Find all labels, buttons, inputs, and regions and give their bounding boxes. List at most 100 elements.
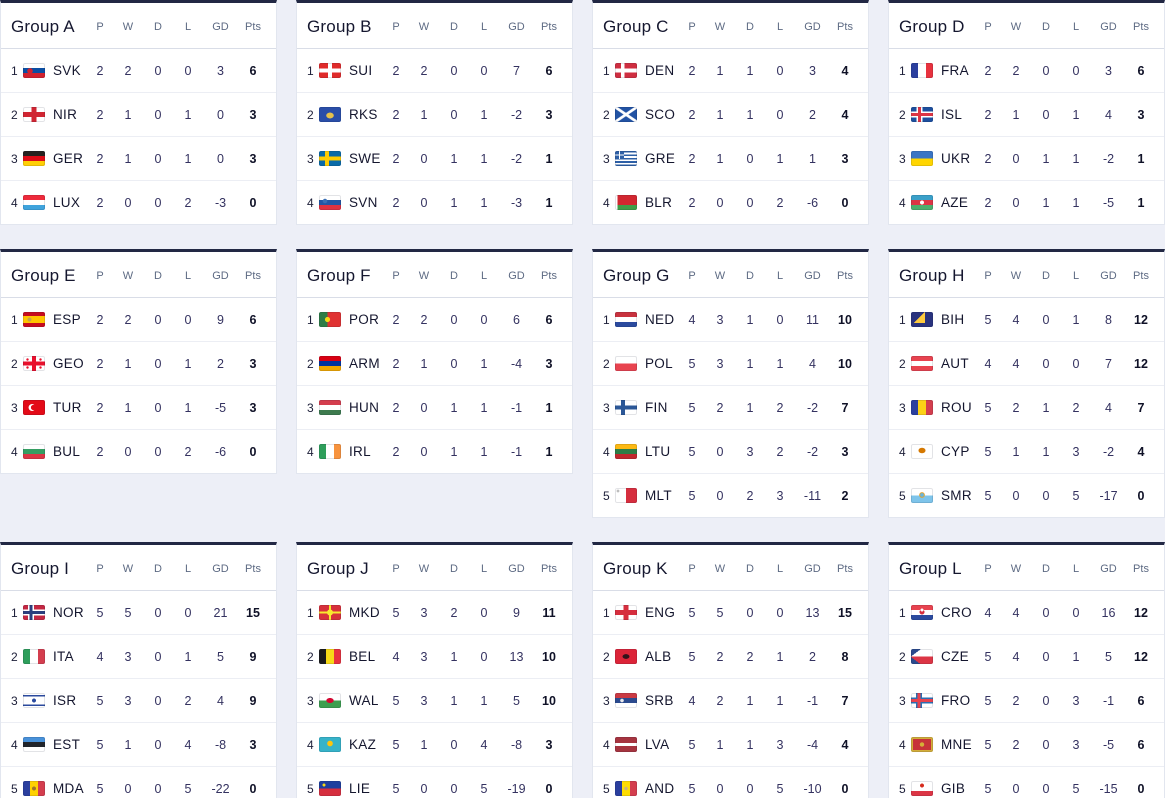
column-header-drawn: D — [450, 21, 458, 34]
team-row[interactable]: 4 KAZ 5 1 0 4 -8 3 — [297, 722, 572, 766]
team-row[interactable]: 3 WAL 5 3 1 1 5 10 — [297, 678, 572, 722]
stat-p: 4 — [688, 693, 696, 708]
stat-gd: -2 — [1102, 444, 1115, 459]
team-row[interactable]: 2 GEO 2 1 0 1 2 3 — [1, 341, 276, 385]
stat-l: 5 — [184, 781, 192, 796]
position: 1 — [603, 605, 610, 620]
team-row[interactable]: 1 FRA 2 2 0 0 3 6 — [889, 49, 1164, 92]
team-row[interactable]: 1 CRO 4 4 0 0 16 12 — [889, 591, 1164, 634]
team-row[interactable]: 4 AZE 2 0 1 1 -5 1 — [889, 180, 1164, 224]
team-row[interactable]: 1 NOR 5 5 0 0 21 15 — [1, 591, 276, 634]
team-row[interactable]: 2 CZE 5 4 0 1 5 12 — [889, 634, 1164, 678]
flag-and-icon — [615, 781, 637, 796]
team-row[interactable]: 5 LIE 5 0 0 5 -19 0 — [297, 766, 572, 798]
group-title: Group H — [899, 266, 965, 286]
team-row[interactable]: 4 CYP 5 1 1 3 -2 4 — [889, 429, 1164, 473]
position: 4 — [11, 737, 18, 752]
team-row[interactable]: 4 LUX 2 0 0 2 -3 0 — [1, 180, 276, 224]
team-row[interactable]: 3 UKR 2 0 1 1 -2 1 — [889, 136, 1164, 180]
team-row[interactable]: 2 SCO 2 1 1 0 2 4 — [593, 92, 868, 136]
team-row[interactable]: 2 BEL 4 3 1 0 13 10 — [297, 634, 572, 678]
flag-sco-icon — [615, 107, 637, 122]
team-row[interactable]: 4 LTU 5 0 3 2 -2 3 — [593, 429, 868, 473]
stat-pts: 1 — [545, 195, 553, 210]
team-row[interactable]: 3 GRE 2 1 0 1 1 3 — [593, 136, 868, 180]
stat-l: 1 — [480, 400, 488, 415]
stat-gd: 16 — [1101, 605, 1116, 620]
team-row[interactable]: 4 LVA 5 1 1 3 -4 4 — [593, 722, 868, 766]
flag-kaz-icon — [319, 737, 341, 752]
flag-gre-icon — [615, 151, 637, 166]
team-code: NIR — [53, 107, 78, 122]
team-row[interactable]: 3 ROU 5 2 1 2 4 7 — [889, 385, 1164, 429]
flag-nor-icon — [23, 605, 45, 620]
team-row[interactable]: 5 SMR 5 0 0 5 -17 0 — [889, 473, 1164, 517]
stat-d: 0 — [746, 195, 754, 210]
stat-w: 2 — [1012, 63, 1020, 78]
team-row[interactable]: 4 MNE 5 2 0 3 -5 6 — [889, 722, 1164, 766]
stat-pts: 2 — [841, 488, 849, 503]
stat-d: 1 — [1042, 195, 1050, 210]
team-row[interactable]: 2 NIR 2 1 0 1 0 3 — [1, 92, 276, 136]
team-code: SRB — [645, 693, 674, 708]
team-row[interactable]: 1 NED 4 3 1 0 11 10 — [593, 298, 868, 341]
team-row[interactable]: 3 FRO 5 2 0 3 -1 6 — [889, 678, 1164, 722]
team-row[interactable]: 4 IRL 2 0 1 1 -1 1 — [297, 429, 572, 473]
stat-d: 0 — [746, 781, 754, 796]
team-code: CYP — [941, 444, 970, 459]
team-row[interactable]: 3 SWE 2 0 1 1 -2 1 — [297, 136, 572, 180]
team-row[interactable]: 1 MKD 5 3 2 0 9 11 — [297, 591, 572, 634]
position: 1 — [899, 605, 906, 620]
position: 4 — [307, 195, 314, 210]
team-row[interactable]: 5 GIB 5 0 0 5 -15 0 — [889, 766, 1164, 798]
team-row[interactable]: 2 AUT 4 4 0 0 7 12 — [889, 341, 1164, 385]
team-row[interactable]: 1 DEN 2 1 1 0 3 4 — [593, 49, 868, 92]
column-header-goal-difference: GD — [1100, 270, 1117, 283]
stat-w: 2 — [716, 693, 724, 708]
stat-gd: -5 — [1102, 737, 1115, 752]
stat-l: 1 — [480, 356, 488, 371]
team-row[interactable]: 3 TUR 2 1 0 1 -5 3 — [1, 385, 276, 429]
stat-p: 5 — [96, 781, 104, 796]
stat-gd: 11 — [806, 312, 819, 327]
team-row[interactable]: 1 SVK 2 2 0 0 3 6 — [1, 49, 276, 92]
stat-l: 1 — [776, 151, 784, 166]
team-row[interactable]: 2 ISL 2 1 0 1 4 3 — [889, 92, 1164, 136]
team-row[interactable]: 1 ENG 5 5 0 0 13 15 — [593, 591, 868, 634]
position: 2 — [307, 107, 314, 122]
team-row[interactable]: 5 AND 5 0 0 5 -10 0 — [593, 766, 868, 798]
team-row[interactable]: 2 ARM 2 1 0 1 -4 3 — [297, 341, 572, 385]
team-row[interactable]: 1 SUI 2 2 0 0 7 6 — [297, 49, 572, 92]
team-row[interactable]: 3 HUN 2 0 1 1 -1 1 — [297, 385, 572, 429]
team-row[interactable]: 3 ISR 5 3 0 2 4 9 — [1, 678, 276, 722]
team-code: LUX — [53, 195, 81, 210]
team-row[interactable]: 4 SVN 2 0 1 1 -3 1 — [297, 180, 572, 224]
stat-p: 2 — [96, 400, 104, 415]
team-row[interactable]: 3 GER 2 1 0 1 0 3 — [1, 136, 276, 180]
team-row[interactable]: 1 BIH 5 4 0 1 8 12 — [889, 298, 1164, 341]
flag-lva-icon — [615, 737, 637, 752]
team-row[interactable]: 2 ITA 4 3 0 1 5 9 — [1, 634, 276, 678]
team-row[interactable]: 4 BLR 2 0 0 2 -6 0 — [593, 180, 868, 224]
group-card-c: Group C P W D L GD Pts 1 DEN 2 1 1 0 3 4… — [592, 0, 869, 225]
stat-pts: 3 — [545, 107, 553, 122]
team-row[interactable]: 2 ALB 5 2 2 1 2 8 — [593, 634, 868, 678]
position: 3 — [307, 151, 314, 166]
team-row[interactable]: 4 EST 5 1 0 4 -8 3 — [1, 722, 276, 766]
team-row[interactable]: 3 SRB 4 2 1 1 -1 7 — [593, 678, 868, 722]
team-row[interactable]: 2 RKS 2 1 0 1 -2 3 — [297, 92, 572, 136]
team-row[interactable]: 2 POL 5 3 1 1 4 10 — [593, 341, 868, 385]
stat-p: 2 — [688, 63, 696, 78]
position: 3 — [603, 693, 610, 708]
column-header-lost: L — [480, 270, 488, 283]
team-row[interactable]: 5 MLT 5 0 2 3 -11 2 — [593, 473, 868, 517]
stat-d: 1 — [746, 312, 754, 327]
team-row[interactable]: 1 ESP 2 2 0 0 9 6 — [1, 298, 276, 341]
team-row[interactable]: 5 MDA 5 0 0 5 -22 0 — [1, 766, 276, 798]
team-code: FRA — [941, 63, 969, 78]
position: 4 — [899, 444, 906, 459]
team-row[interactable]: 1 POR 2 2 0 0 6 6 — [297, 298, 572, 341]
team-row[interactable]: 3 FIN 5 2 1 2 -2 7 — [593, 385, 868, 429]
team-row[interactable]: 4 BUL 2 0 0 2 -6 0 — [1, 429, 276, 473]
stat-p: 2 — [96, 312, 104, 327]
